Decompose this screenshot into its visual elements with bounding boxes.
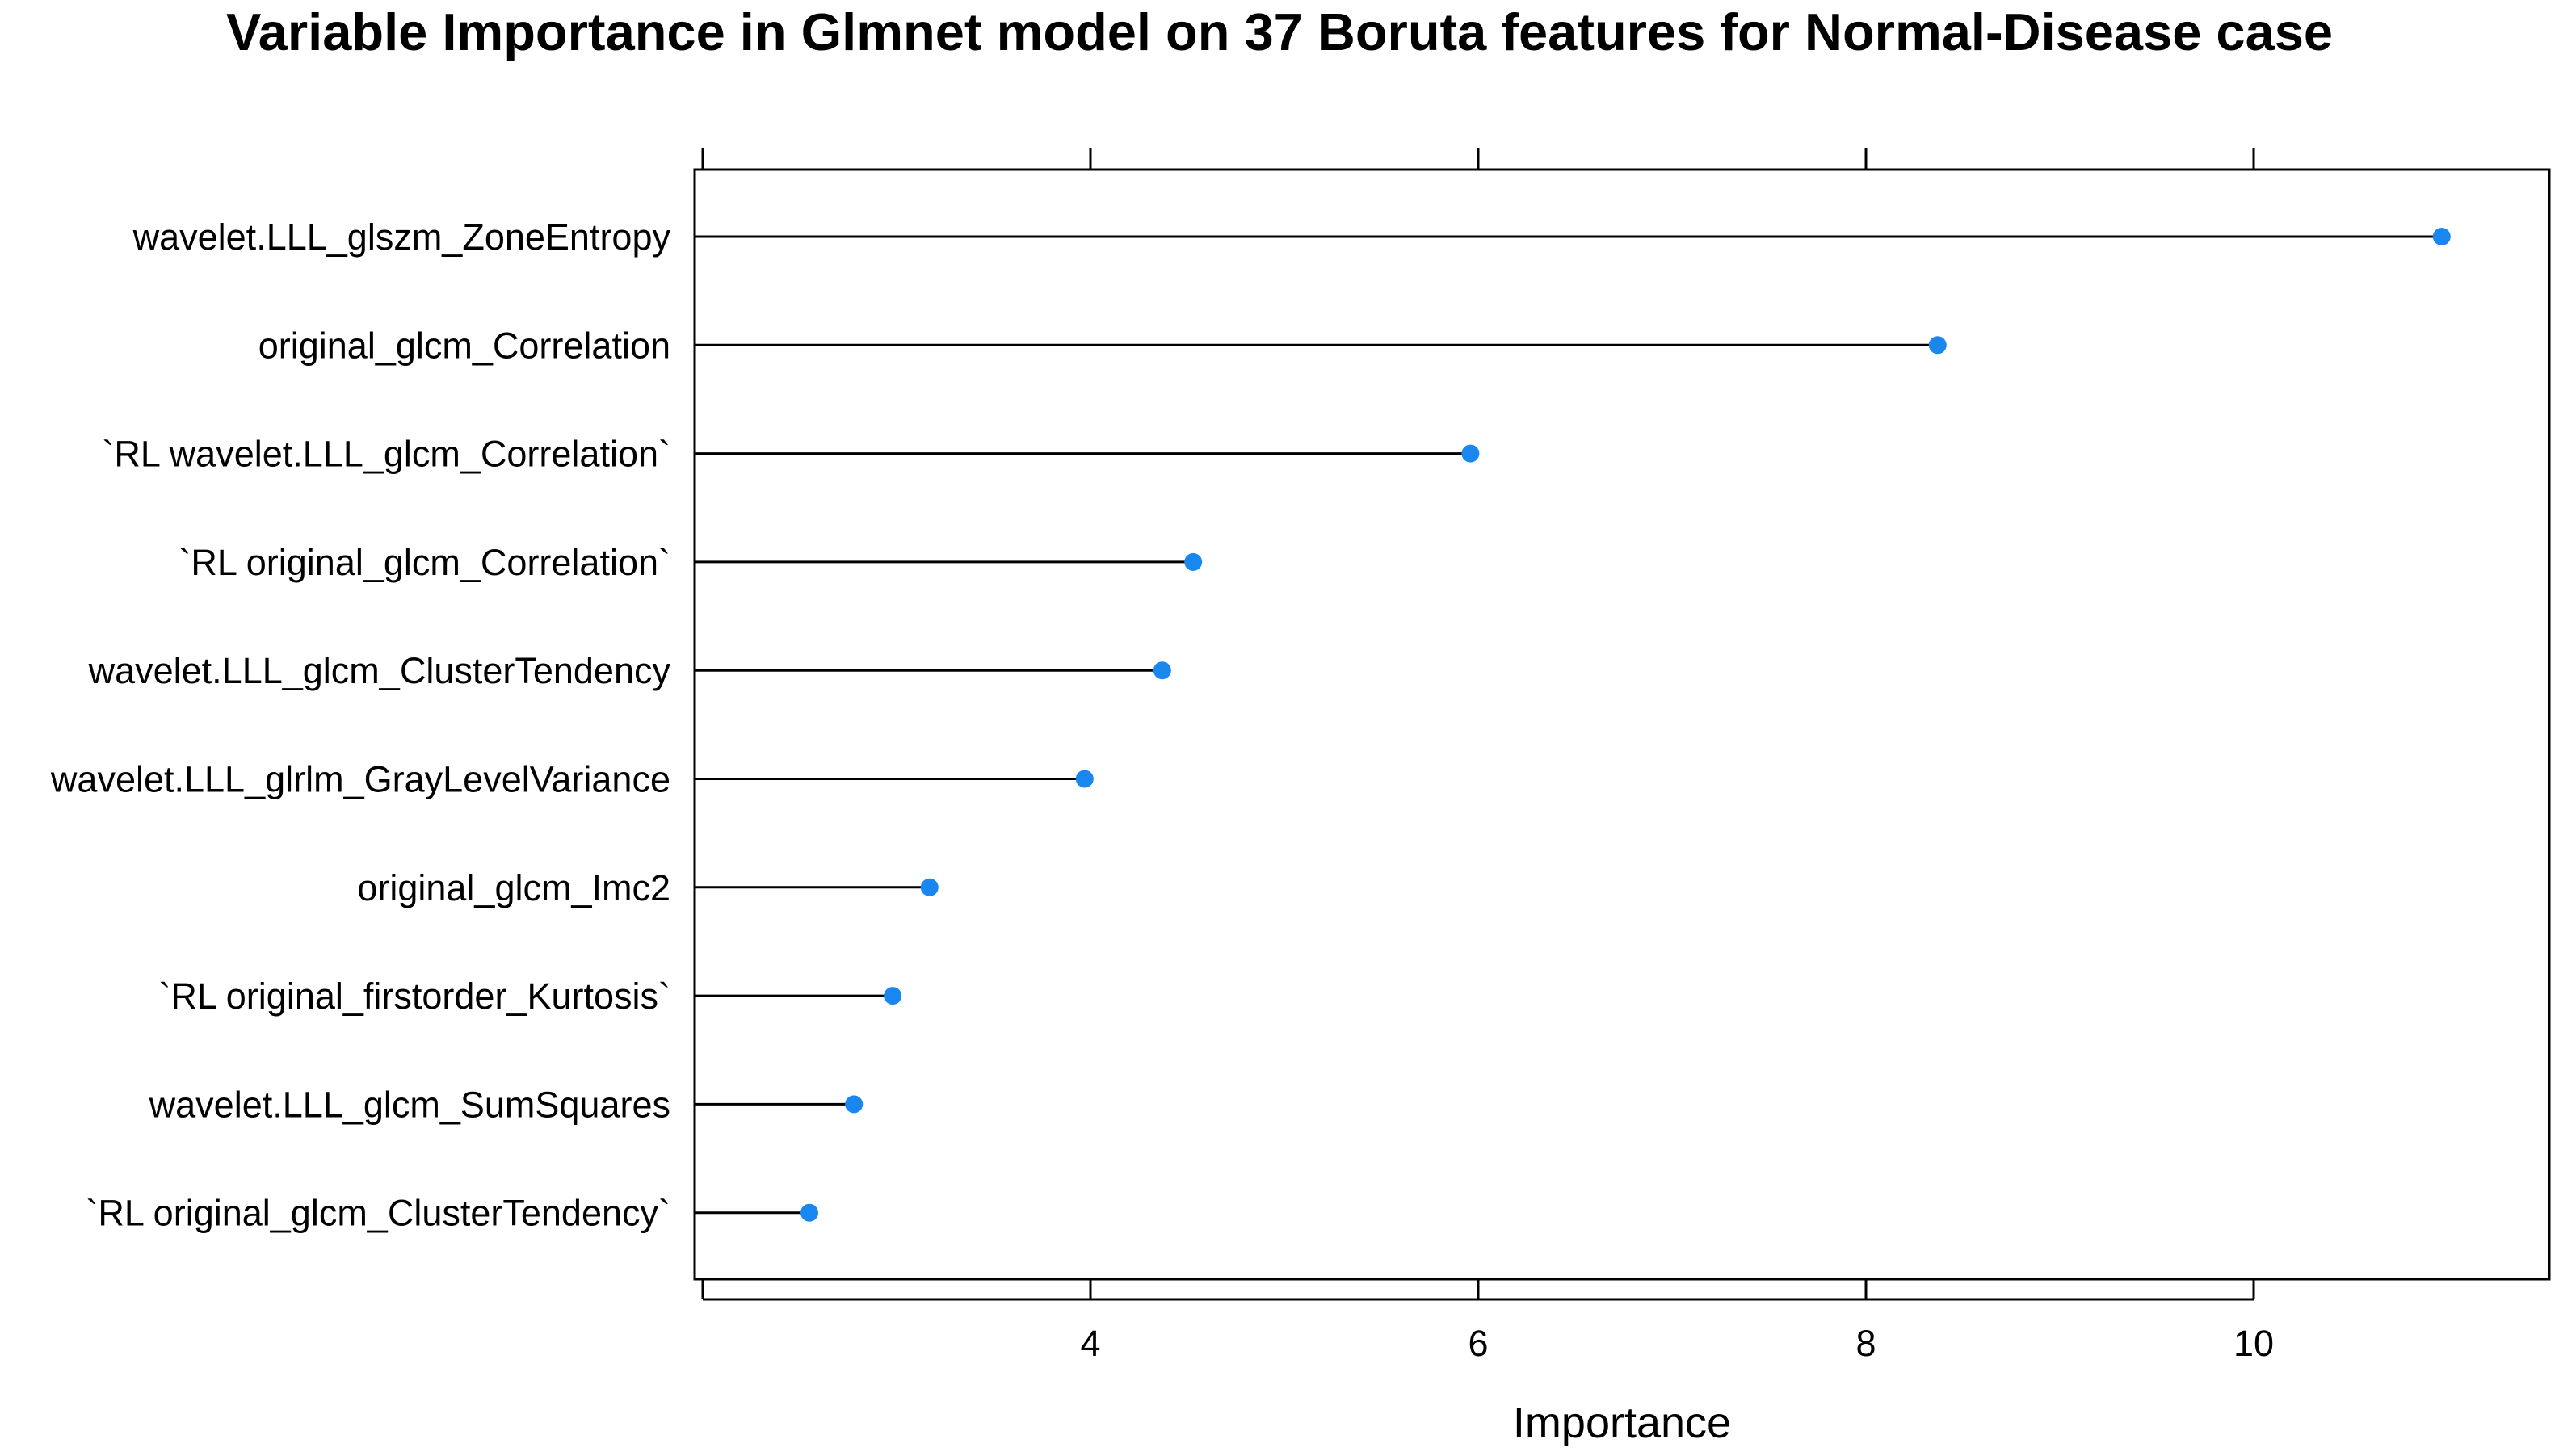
chart-title: Variable Importance in Glmnet model on 3… bbox=[226, 2, 2333, 61]
category-label: `RL original_glcm_Correlation` bbox=[179, 542, 670, 583]
category-label: original_glcm_Imc2 bbox=[357, 867, 670, 908]
x-tick-label-6: 6 bbox=[1468, 1323, 1488, 1364]
category-label: wavelet.LLL_glcm_ClusterTendency bbox=[88, 650, 671, 691]
data-points bbox=[800, 228, 2451, 1222]
data-point bbox=[2432, 228, 2451, 245]
category-label: `RL original_firstorder_Kurtosis` bbox=[158, 976, 670, 1017]
bottom-axis: 4 6 8 10 bbox=[701, 1278, 2274, 1364]
x-tick-label-4: 4 bbox=[1080, 1323, 1100, 1364]
data-point bbox=[884, 987, 902, 1005]
data-point bbox=[800, 1203, 818, 1222]
category-label: wavelet.LLL_glrlm_GrayLevelVariance bbox=[50, 759, 670, 800]
x-axis-title: Importance bbox=[1513, 1399, 1731, 1447]
data-point bbox=[920, 878, 939, 896]
data-point bbox=[1461, 444, 1480, 463]
category-label: original_glcm_Correlation bbox=[258, 325, 670, 366]
category-label: `RL original_glcm_ClusterTendency` bbox=[86, 1193, 670, 1234]
data-point bbox=[1153, 661, 1171, 680]
x-tick-label-8: 8 bbox=[1855, 1323, 1876, 1364]
x-tick-label-10: 10 bbox=[2233, 1323, 2274, 1364]
top-axis bbox=[701, 148, 2255, 170]
category-label: wavelet.LLL_glszm_ZoneEntropy bbox=[132, 216, 671, 258]
data-point bbox=[1075, 770, 1094, 788]
data-point bbox=[1928, 336, 1947, 355]
data-point bbox=[845, 1095, 864, 1114]
category-label: `RL wavelet.LLL_glcm_Correlation` bbox=[102, 434, 670, 475]
data-point bbox=[1184, 552, 1203, 571]
category-labels: wavelet.LLL_glszm_ZoneEntropy original_gl… bbox=[50, 216, 671, 1234]
plot-frame bbox=[693, 168, 2551, 1281]
stem-lines bbox=[695, 235, 2442, 1215]
category-label: wavelet.LLL_glcm_SumSquares bbox=[149, 1084, 670, 1125]
